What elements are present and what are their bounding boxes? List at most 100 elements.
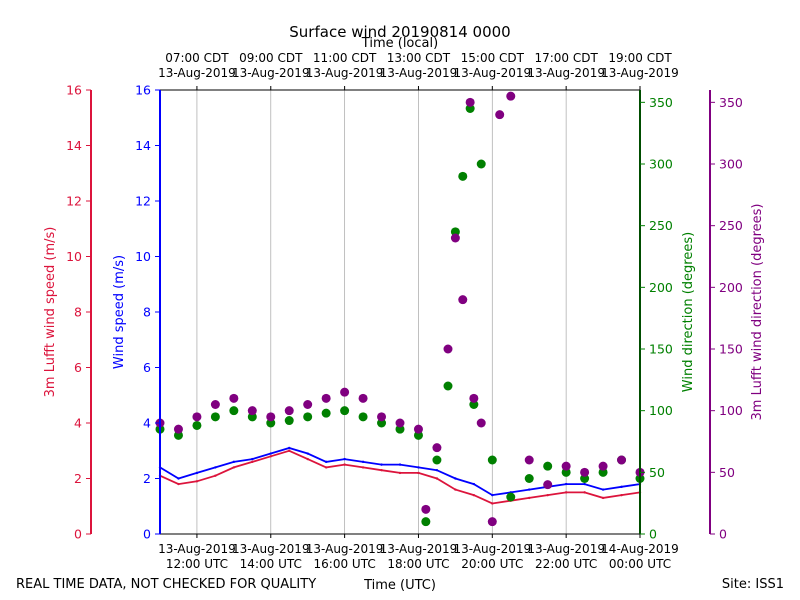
wind-speed-tick-label: 10 bbox=[135, 249, 151, 264]
data-point bbox=[288, 446, 291, 450]
lufft-speed-tick-label: 0 bbox=[74, 527, 82, 542]
x-axis-label: Time (UTC) bbox=[363, 578, 436, 593]
wind-dir-tick-label: 250 bbox=[649, 218, 673, 233]
data-point bbox=[343, 457, 346, 461]
data-point bbox=[395, 424, 405, 434]
x-tick-label: 20:00 UTC bbox=[461, 557, 523, 571]
data-point bbox=[195, 471, 199, 475]
lufft-speed-tick-label: 6 bbox=[74, 360, 82, 375]
lufft-dir-tick-label: 250 bbox=[719, 218, 743, 233]
data-point bbox=[583, 482, 586, 486]
data-point bbox=[417, 466, 420, 469]
lufft-dir-tick-label: 50 bbox=[719, 465, 735, 480]
data-point bbox=[564, 491, 568, 494]
data-point bbox=[454, 477, 457, 480]
x-tick-label: 13-Aug-2019 bbox=[306, 542, 384, 556]
data-point bbox=[324, 466, 328, 469]
chart-title: Surface wind 20190814 0000 bbox=[289, 23, 510, 41]
data-point bbox=[232, 466, 236, 469]
x-tick-label: 22:00 UTC bbox=[535, 557, 597, 571]
data-point bbox=[465, 97, 475, 107]
data-point bbox=[472, 493, 476, 497]
x-tick-label: 13-Aug-2019 bbox=[453, 542, 531, 556]
lufft-speed-axis-label: 3m Lufft wind speed (m/s) bbox=[43, 227, 58, 398]
data-point bbox=[583, 491, 586, 494]
data-point bbox=[269, 452, 272, 455]
data-point bbox=[380, 468, 383, 472]
data-point bbox=[192, 412, 202, 422]
lufft-dir-tick-label: 0 bbox=[719, 527, 727, 542]
top-x-tick-label: 13-Aug-2019 bbox=[453, 66, 531, 80]
data-point bbox=[321, 393, 331, 403]
wind-dir-tick-label: 100 bbox=[649, 403, 673, 418]
top-x-tick-label: 13-Aug-2019 bbox=[306, 66, 384, 80]
wind-speed-tick-label: 6 bbox=[143, 360, 151, 375]
data-point bbox=[413, 430, 423, 440]
x-tick-label: 18:00 UTC bbox=[387, 557, 449, 571]
data-point bbox=[561, 461, 571, 471]
lufft-dir-tick-label: 100 bbox=[719, 403, 743, 418]
data-point bbox=[377, 412, 387, 422]
top-x-tick-label: 17:00 CDT bbox=[534, 51, 598, 65]
data-point bbox=[398, 463, 402, 466]
data-point bbox=[177, 482, 180, 486]
x-tick-label: 12:00 UTC bbox=[166, 557, 228, 571]
wind-speed-tick-label: 14 bbox=[135, 138, 151, 153]
wind-dir-tick-label: 0 bbox=[649, 527, 657, 542]
wind-dir-tick-label: 350 bbox=[649, 95, 673, 110]
data-point bbox=[266, 418, 276, 428]
data-point bbox=[358, 393, 368, 403]
wind-speed-tick-label: 16 bbox=[135, 83, 151, 98]
x-tick-label: 13-Aug-2019 bbox=[232, 542, 310, 556]
data-point bbox=[435, 468, 439, 472]
data-point bbox=[564, 482, 568, 486]
data-point bbox=[528, 496, 531, 500]
top-x-tick-label: 13-Aug-2019 bbox=[158, 66, 236, 80]
x-tick-label: 13-Aug-2019 bbox=[527, 542, 605, 556]
data-point bbox=[177, 477, 180, 480]
data-point bbox=[303, 400, 313, 409]
data-point bbox=[506, 91, 516, 101]
3m-lufft-wind-speed-series bbox=[158, 449, 642, 505]
data-point bbox=[421, 504, 431, 514]
data-point bbox=[321, 408, 331, 418]
data-point bbox=[506, 492, 516, 502]
3m-lufft-wind-direction-series bbox=[155, 91, 645, 527]
wind-direction-series bbox=[155, 104, 645, 527]
data-point bbox=[380, 463, 383, 466]
data-point bbox=[472, 482, 476, 486]
data-point bbox=[229, 406, 239, 416]
lufft-speed-tick-label: 16 bbox=[66, 83, 82, 98]
wind-dir-tick-label: 150 bbox=[649, 342, 673, 357]
data-point bbox=[266, 412, 276, 422]
wind-dir-tick-label: 300 bbox=[649, 157, 673, 172]
data-point bbox=[195, 480, 199, 483]
data-point bbox=[458, 171, 468, 181]
data-point bbox=[361, 466, 365, 469]
data-point bbox=[476, 418, 486, 428]
data-point bbox=[450, 227, 460, 237]
data-point bbox=[417, 471, 420, 475]
data-point bbox=[454, 488, 457, 491]
data-point bbox=[580, 467, 590, 477]
data-point bbox=[543, 480, 553, 490]
data-point bbox=[465, 104, 475, 113]
site-label: Site: ISS1 bbox=[722, 577, 784, 592]
data-point bbox=[284, 416, 294, 426]
data-point bbox=[192, 420, 202, 430]
data-point bbox=[210, 412, 220, 422]
top-x-tick-label: 11:00 CDT bbox=[313, 51, 377, 65]
data-point bbox=[601, 488, 605, 491]
x-tick-label: 14:00 UTC bbox=[240, 557, 302, 571]
data-point bbox=[210, 400, 220, 409]
top-axis-label: Time (local) bbox=[361, 36, 438, 51]
lufft-dir-tick-label: 300 bbox=[719, 157, 743, 172]
top-x-tick-label: 13:00 CDT bbox=[387, 51, 451, 65]
lufft-dir-tick-label: 150 bbox=[719, 342, 743, 357]
data-point bbox=[173, 424, 183, 434]
data-point bbox=[491, 493, 494, 497]
data-point bbox=[443, 344, 453, 354]
data-point bbox=[469, 400, 479, 409]
wind-speed-tick-label: 4 bbox=[143, 416, 151, 431]
wind-dir-tick-label: 50 bbox=[649, 465, 665, 480]
